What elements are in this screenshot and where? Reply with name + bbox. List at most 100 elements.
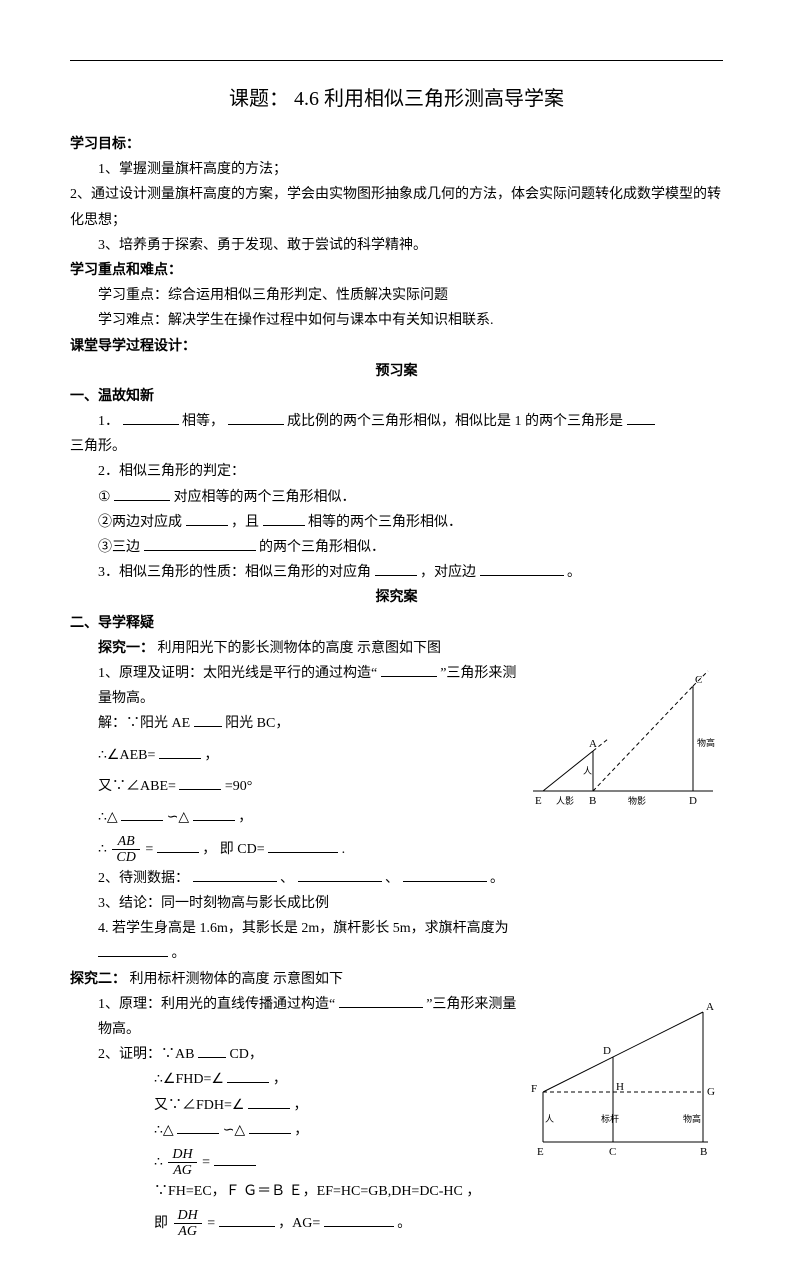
lbl-C: C bbox=[609, 1146, 616, 1158]
text: ②两边对应成 bbox=[98, 515, 182, 530]
blank bbox=[228, 410, 284, 425]
lbl-wugao: 物高 bbox=[697, 737, 715, 748]
lbl-D: D bbox=[603, 1045, 611, 1057]
blank bbox=[177, 1119, 219, 1134]
text: = bbox=[207, 1216, 215, 1231]
blank bbox=[227, 1068, 269, 1083]
probe1-block: 1、原理及证明：太阳光线是平行的通过构造“ ”三角形来测量物高。 解：∵阳光 A… bbox=[70, 661, 723, 967]
text: 3．相似三角形的性质：相似三角形的对应角 bbox=[98, 565, 371, 580]
blank bbox=[324, 1212, 394, 1227]
lbl-A: A bbox=[589, 738, 597, 750]
text: . bbox=[342, 842, 346, 857]
lbl-F: F bbox=[531, 1083, 537, 1095]
p1-l4: 又∵∠ABE= =90° bbox=[70, 774, 523, 799]
text: 。 bbox=[397, 1216, 411, 1231]
p2-l8: 即 DH AG = ，AG= 。 bbox=[70, 1208, 523, 1240]
review-q2-2: ②两边对应成 ，且 相等的两个三角形相似． bbox=[70, 510, 723, 535]
text: 1． bbox=[98, 414, 119, 429]
text: 相等的两个三角形相似． bbox=[308, 515, 462, 530]
text: 即 bbox=[154, 1216, 168, 1231]
p2-l2: 2、证明：∵AB CD， bbox=[70, 1042, 523, 1067]
review-q2: 2．相似三角形的判定： bbox=[70, 459, 723, 484]
p1-l9: 4. 若学生身高是 1.6m，其影长是 2m，旗杆影长 5m，求旗杆高度为 。 bbox=[70, 916, 523, 966]
text: 。 bbox=[567, 565, 581, 580]
text: = bbox=[202, 1155, 210, 1170]
blank bbox=[114, 486, 170, 501]
blank bbox=[339, 993, 423, 1008]
review-q1: 1． 相等， 成比例的两个三角形相似，相似比是 1 的两个三角形是 bbox=[70, 409, 723, 434]
p1-l1: 1、原理及证明：太阳光线是平行的通过构造“ ”三角形来测量物高。 bbox=[70, 661, 523, 711]
lbl-wugao: 物高 bbox=[683, 1113, 701, 1124]
goal-2: 2、通过设计测量旗杆高度的方案，学会由实物图形抽象成几何的方法，体会实际问题转化… bbox=[70, 182, 723, 232]
heading-goals: 学习目标： bbox=[70, 132, 723, 157]
blank bbox=[214, 1151, 256, 1166]
p1-l8: 3、结论：同一时刻物高与影长成比例 bbox=[70, 891, 523, 916]
blank bbox=[627, 410, 655, 425]
text: 1、原理：利用光的直线传播通过构造“ bbox=[98, 997, 335, 1012]
p2-l3: ∴∠FHD=∠ ， bbox=[70, 1067, 523, 1092]
text: ∴ bbox=[98, 842, 107, 857]
text: ∴△ bbox=[98, 810, 118, 825]
blank bbox=[98, 942, 168, 957]
text: 。 bbox=[490, 871, 504, 886]
fraction-dh-ag-2: DH AG bbox=[174, 1208, 202, 1240]
frac-num: AB bbox=[112, 834, 139, 850]
goal-1: 1、掌握测量旗杆高度的方法； bbox=[70, 157, 723, 182]
p2-l6: ∴ DH AG = bbox=[70, 1147, 523, 1179]
text: ， bbox=[273, 1072, 287, 1087]
keypoint-2: 学习难点：解决学生在操作过程中如何与课本中有关知识相联系. bbox=[70, 308, 723, 333]
blank bbox=[193, 806, 235, 821]
blank bbox=[159, 744, 201, 759]
blank bbox=[480, 561, 564, 576]
text: 、 bbox=[385, 871, 399, 886]
review-q1-tail: 三角形。 bbox=[70, 434, 723, 459]
blank bbox=[198, 1043, 226, 1058]
frac-den: AG bbox=[174, 1224, 202, 1239]
lbl-E: E bbox=[535, 795, 542, 807]
p1-l5: ∴△ ∽△ ， bbox=[70, 805, 523, 830]
probe2-block: 1、原理：利用光的直线传播通过构造“ ”三角形来测量物高。 2、证明：∵AB C… bbox=[70, 992, 723, 1240]
text: 对应相等的两个三角形相似． bbox=[174, 490, 356, 505]
text: ，对应边 bbox=[420, 565, 476, 580]
heading-process: 课堂导学过程设计： bbox=[70, 334, 723, 359]
lbl-renying: 人影 bbox=[556, 796, 574, 806]
goal-3: 3、培养勇于探索、勇于发现、敢于尝试的科学精神。 bbox=[70, 233, 723, 258]
figure-1: A B C D E 人 人影 物影 物高 bbox=[523, 661, 723, 967]
lbl-G: G bbox=[707, 1086, 715, 1098]
figure-2: A B C D E F G H 人 标杆 物高 bbox=[523, 992, 723, 1240]
blank bbox=[179, 775, 221, 790]
text: ，且 bbox=[231, 515, 259, 530]
blank bbox=[121, 806, 163, 821]
text: ， bbox=[294, 1123, 308, 1138]
text: 又∵∠ABE= bbox=[98, 779, 176, 794]
lbl-H: H bbox=[616, 1081, 624, 1093]
blank bbox=[403, 867, 487, 882]
frac-num: DH bbox=[174, 1208, 202, 1224]
text: ① bbox=[98, 490, 111, 505]
text: 2、证明：∵AB bbox=[98, 1047, 194, 1062]
text: 。 bbox=[172, 946, 186, 961]
blank bbox=[298, 867, 382, 882]
text: ， bbox=[238, 810, 252, 825]
review-q3: 3．相似三角形的性质：相似三角形的对应角 ，对应边 。 bbox=[70, 560, 723, 585]
text: ∴△ bbox=[154, 1123, 174, 1138]
text: 4. 若学生身高是 1.6m，其影长是 2m，旗杆影长 5m，求旗杆高度为 bbox=[98, 921, 509, 936]
fraction-ab-cd: AB CD bbox=[112, 834, 139, 866]
top-rule bbox=[70, 60, 723, 61]
blank bbox=[157, 838, 199, 853]
p2-l5: ∴△ ∽△ ， bbox=[70, 1118, 523, 1143]
lbl-B: B bbox=[589, 795, 596, 807]
p2-l4: 又∵∠FDH=∠ ， bbox=[70, 1093, 523, 1118]
review-q2-3: ③三边 的两个三角形相似． bbox=[70, 535, 723, 560]
text: ，AG= bbox=[278, 1216, 320, 1231]
lbl-B: B bbox=[700, 1146, 707, 1158]
probe1-title: 利用阳光下的影长测物体的高度 示意图如下图 bbox=[158, 641, 442, 656]
text: 解：∵阳光 AE bbox=[98, 716, 190, 731]
blank bbox=[186, 511, 228, 526]
blank bbox=[123, 410, 179, 425]
frac-den: CD bbox=[112, 850, 139, 865]
probe1-line: 探究一： 利用阳光下的影长测物体的高度 示意图如下图 bbox=[70, 636, 723, 661]
text: ∴∠AEB= bbox=[98, 748, 155, 763]
text: ， bbox=[204, 748, 218, 763]
text: ∴∠FHD=∠ bbox=[154, 1072, 224, 1087]
